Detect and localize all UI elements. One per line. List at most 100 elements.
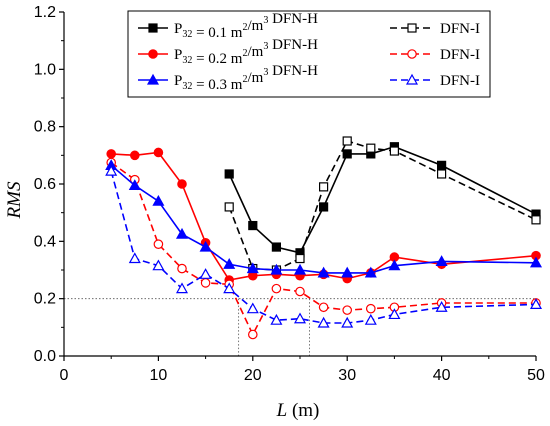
legend-sample-i-marker — [407, 23, 417, 33]
data-point-s6-3 — [152, 259, 165, 271]
data-point-s2-10 — [531, 215, 541, 225]
data-point-s4-4 — [177, 263, 187, 274]
legend-superscript: 3 — [263, 67, 268, 78]
legend-text-part: /m — [247, 18, 263, 34]
legend-subscript: 32 — [182, 55, 192, 66]
x-axis-title: L (m) — [276, 400, 320, 421]
data-point-s5-15 — [529, 256, 543, 268]
data-point-s5-3 — [152, 194, 165, 206]
data-point-s4-7 — [248, 329, 258, 340]
legend-sample-h-marker — [148, 49, 158, 59]
data-point-s2-8 — [389, 146, 399, 156]
legend-subscript: 32 — [182, 81, 192, 92]
legend-superscript: 2 — [242, 48, 247, 59]
legend-text-part: DFN-H — [268, 11, 318, 27]
data-point-s6-12 — [364, 313, 377, 325]
y-tick-label: 0.2 — [34, 291, 56, 308]
legend-text-part: P — [174, 47, 182, 63]
data-point-s6-6 — [223, 282, 236, 294]
data-point-s6-5 — [199, 268, 212, 279]
data-point-s4-8 — [271, 283, 282, 294]
data-point-s4-3 — [153, 239, 164, 249]
y-tick-label: 0.4 — [34, 233, 56, 250]
legend-superscript: 3 — [263, 15, 268, 26]
legend-entry-3: P32 = 0.3 m2/m3 DFN-H DFN-I — [138, 63, 480, 93]
data-point-s3-2 — [130, 150, 140, 161]
data-point-s5-6 — [223, 258, 236, 269]
data-point-s2-6 — [342, 136, 352, 146]
series-line-1 — [228, 145, 537, 254]
series-line-6 — [110, 170, 537, 324]
x-axis-title-unit: (m) — [287, 400, 319, 421]
series-4 — [106, 157, 541, 340]
data-point-s5-12 — [364, 266, 377, 278]
data-point-s3-1 — [106, 149, 116, 159]
legend-sample-h-marker — [148, 23, 158, 33]
data-point-s1-1 — [224, 169, 234, 179]
tick-labels: 0.0 0.2 0.4 0.6 0.8 1.0 1.2 0 10 20 30 40 50 — [34, 4, 545, 384]
legend-entry-2: P32 = 0.2 m2/m3 DFN-H DFN-I — [138, 37, 480, 67]
data-point-s3-4 — [177, 179, 187, 189]
legend-label-h: P32 = 0.1 m2/m3 DFN-H — [174, 11, 318, 41]
legend-text-part: = 0.3 m — [192, 77, 242, 93]
legend-sample-i-marker — [407, 49, 417, 59]
x-tick-label: 40 — [433, 367, 451, 384]
legend-superscript: 2 — [242, 74, 247, 85]
legend-text-part: P — [174, 73, 182, 89]
data-point-s1-5 — [319, 202, 329, 212]
data-point-s6-8 — [270, 313, 283, 325]
data-point-s5-13 — [388, 259, 401, 271]
legend-label-h: P32 = 0.2 m2/m3 DFN-H — [174, 37, 318, 67]
legend-entry-1: P32 = 0.1 m2/m3 DFN-H DFN-I — [138, 11, 480, 41]
legend-subscript: 32 — [182, 29, 192, 40]
data-point-s4-10 — [318, 302, 329, 313]
legend-superscript: 3 — [263, 41, 268, 52]
data-point-s5-7 — [246, 262, 259, 274]
data-point-s6-15 — [529, 298, 543, 309]
data-point-s6-7 — [246, 302, 259, 314]
data-point-s6-9 — [293, 312, 307, 324]
x-tick-label: 0 — [60, 367, 69, 384]
data-point-s6-10 — [317, 316, 330, 328]
y-tick-label: 0.8 — [34, 119, 56, 136]
data-point-s2-5 — [319, 182, 329, 192]
legend-sample-h-marker — [146, 73, 160, 85]
data-point-s4-9 — [295, 286, 305, 297]
data-point-s1-9 — [437, 160, 447, 170]
legend-text-part: DFN-H — [268, 37, 318, 53]
legend-text-part: = 0.2 m — [192, 51, 242, 67]
data-point-s4-12 — [365, 303, 376, 314]
y-axis-title: RMS — [4, 181, 25, 219]
series-1 — [224, 142, 541, 258]
data-point-s6-1 — [105, 164, 118, 176]
data-point-s5-14 — [435, 255, 448, 266]
data-point-s6-13 — [388, 308, 401, 320]
legend-label-i: DFN-I — [440, 21, 480, 37]
legend-text-part: = 0.1 m — [192, 25, 242, 41]
legend-text-part: /m — [247, 70, 263, 86]
legend-label-i: DFN-I — [440, 73, 480, 89]
data-point-s5-8 — [270, 263, 283, 275]
series-5 — [105, 159, 543, 278]
x-tick-label: 30 — [338, 367, 356, 384]
legend-text-part: DFN-H — [268, 63, 318, 79]
data-point-s6-2 — [128, 252, 141, 264]
data-point-s5-9 — [293, 263, 307, 275]
data-point-s1-2 — [248, 220, 258, 231]
y-tick-label: 1.0 — [34, 61, 56, 78]
series-3 — [106, 147, 541, 285]
data-point-s1-3 — [271, 242, 281, 252]
data-point-s6-11 — [341, 316, 354, 328]
y-tick-label: 0.6 — [34, 176, 56, 193]
legend-sample-i-marker — [405, 73, 419, 85]
x-tick-label: 50 — [527, 367, 545, 384]
data-point-s4-5 — [200, 278, 211, 288]
data-point-s2-4 — [295, 253, 305, 264]
x-tick-label: 10 — [150, 367, 168, 384]
legend-superscript: 2 — [242, 22, 247, 33]
data-point-s5-11 — [341, 266, 354, 278]
data-point-s6-14 — [435, 301, 448, 312]
series-2 — [224, 136, 541, 275]
data-point-s5-4 — [175, 227, 189, 239]
